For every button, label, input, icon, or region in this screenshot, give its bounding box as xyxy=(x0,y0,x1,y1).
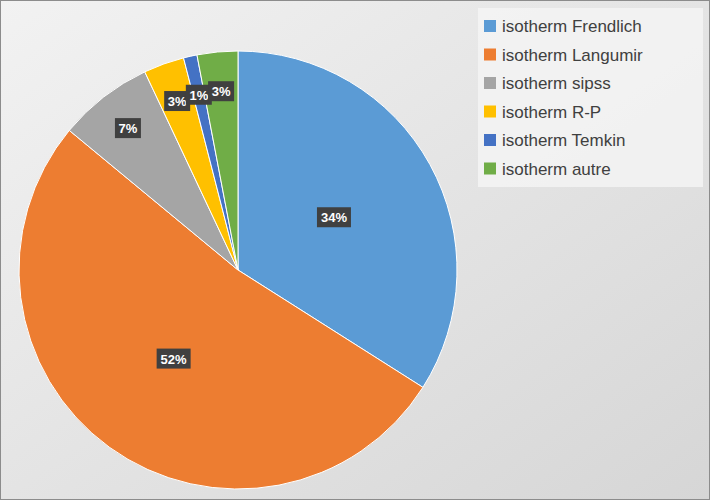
legend-swatch xyxy=(484,77,496,89)
legend-swatch xyxy=(484,20,496,32)
legend-label: isotherm R-P xyxy=(502,103,601,122)
data-label: 34% xyxy=(321,210,347,225)
label-box xyxy=(157,349,191,369)
legend-label: isotherm sipss xyxy=(502,74,611,93)
legend-box xyxy=(478,8,703,187)
label-box xyxy=(208,81,234,101)
legend-label: isotherm autre xyxy=(502,160,611,179)
data-label: 3% xyxy=(212,84,231,99)
chart: 34%52%7%3%1%3%isotherm Frendlichisotherm… xyxy=(0,0,710,500)
data-label: 52% xyxy=(161,352,187,367)
background xyxy=(1,1,710,500)
data-label: 3% xyxy=(168,94,187,109)
data-label: 1% xyxy=(189,88,208,103)
slices xyxy=(19,51,457,489)
legend-label: isotherm Frendlich xyxy=(502,17,642,36)
label-box xyxy=(115,118,141,138)
legend-swatch xyxy=(484,106,496,118)
data-labels: 34%52%7%3%1%3% xyxy=(115,81,351,368)
slice xyxy=(197,51,238,270)
legend-swatch xyxy=(484,49,496,61)
data-label: 7% xyxy=(119,121,138,136)
legend-swatch xyxy=(484,163,496,175)
legend-label: isotherm Temkin xyxy=(502,131,625,150)
legend: isotherm Frendlich isotherm Langumir isoth… xyxy=(478,8,703,187)
legend-swatch xyxy=(484,134,496,146)
legend-label: isotherm Langumir xyxy=(502,46,643,65)
label-box xyxy=(317,207,351,227)
label-box xyxy=(186,85,212,105)
